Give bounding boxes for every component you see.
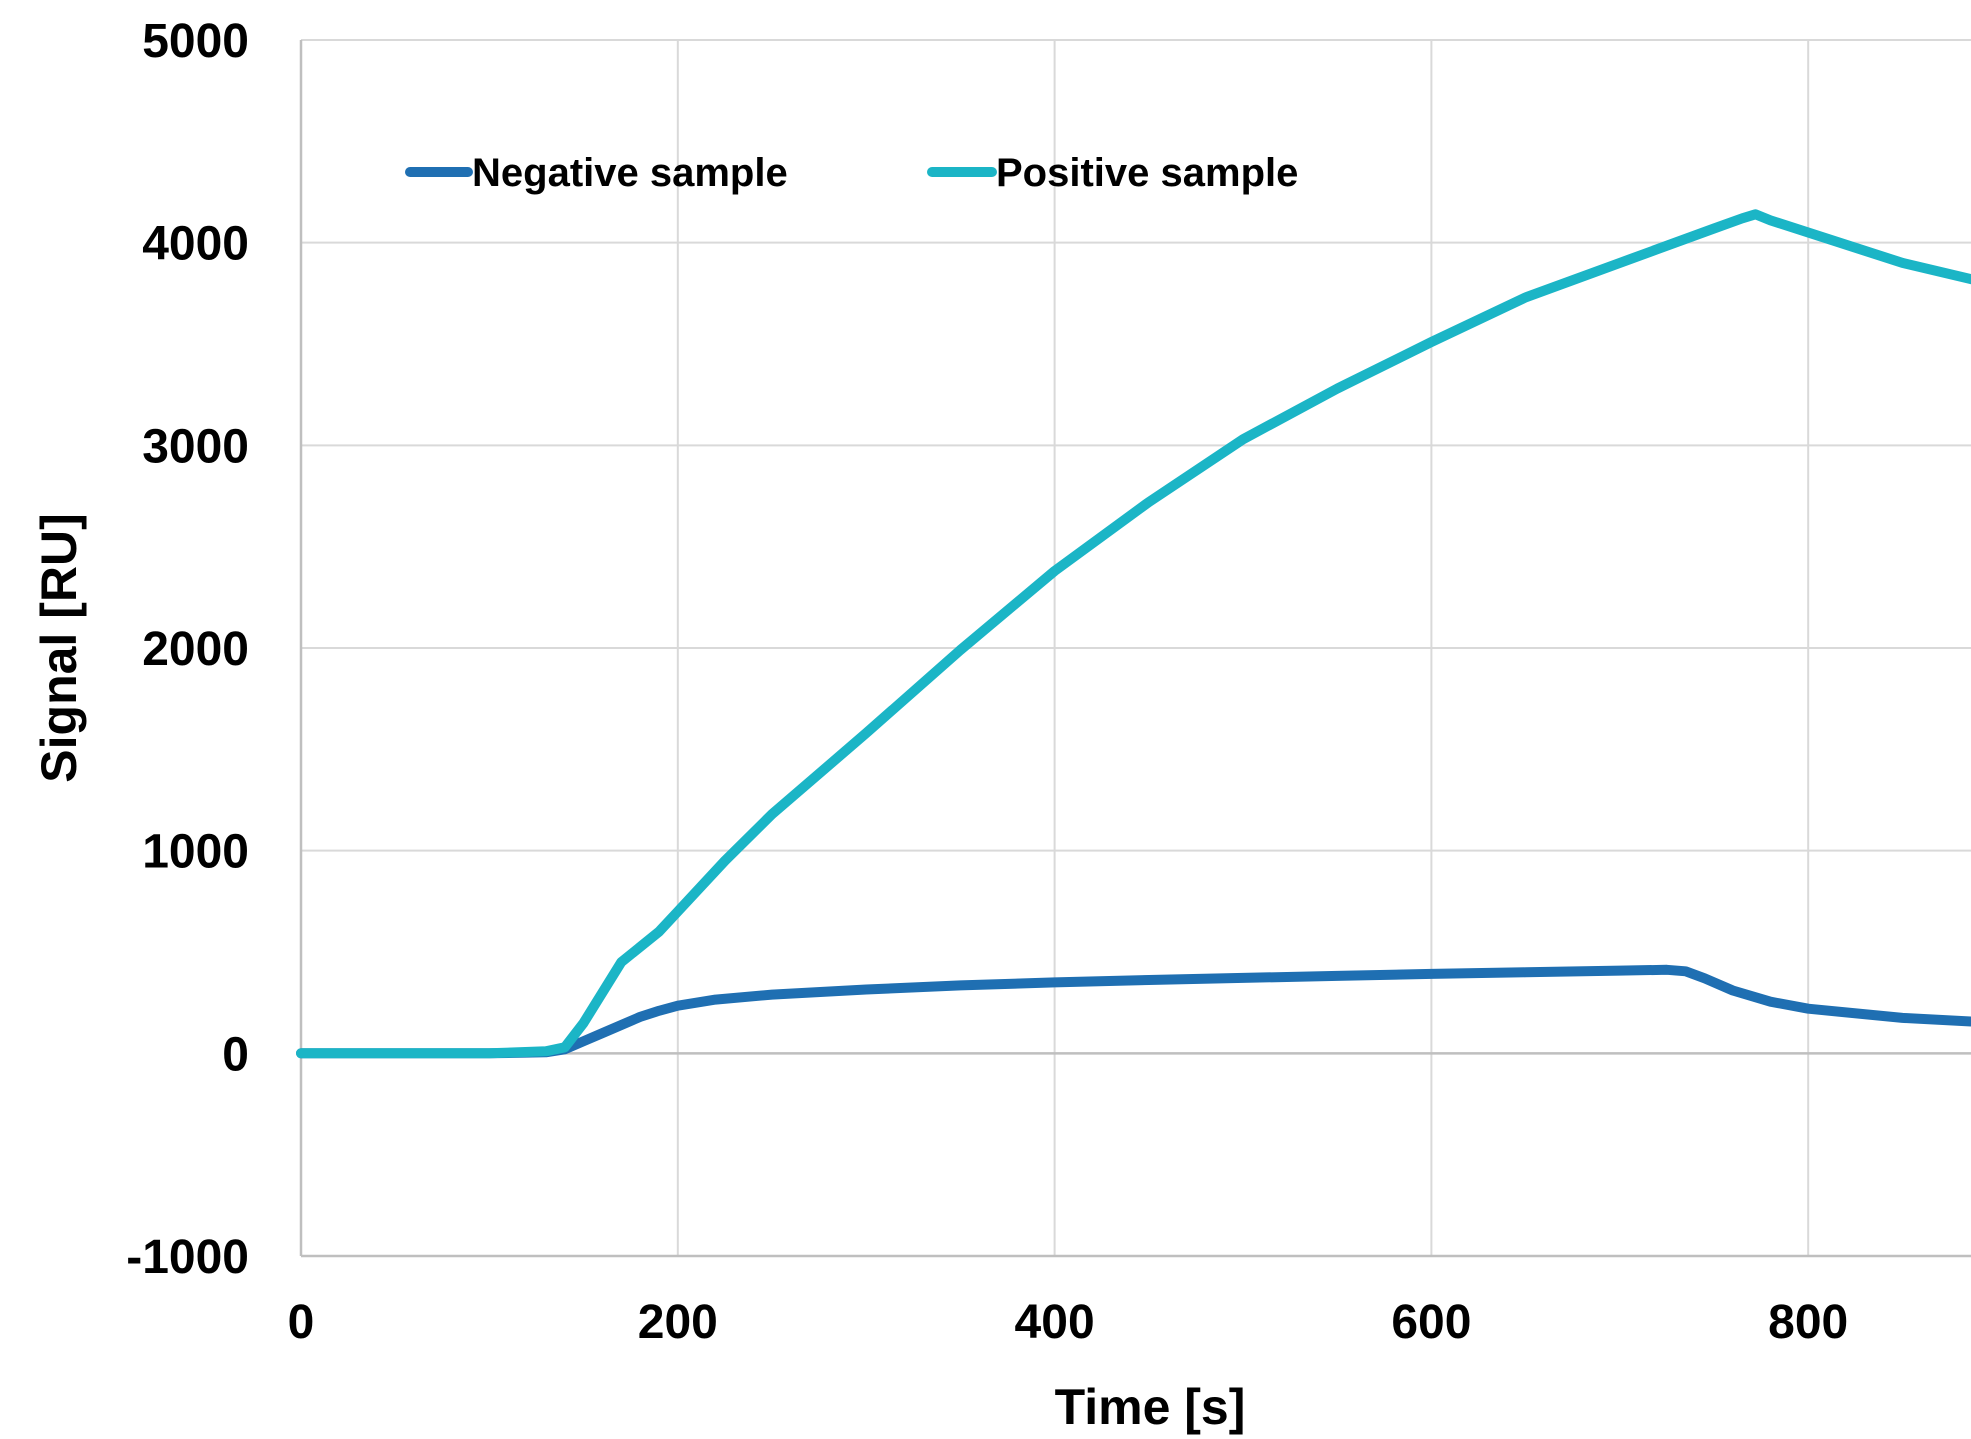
legend-label: Positive sample: [996, 151, 1298, 195]
y-tick-label: 4000: [142, 218, 249, 271]
y-tick-label: 2000: [142, 623, 249, 676]
x-tick-label: 200: [638, 1296, 718, 1349]
y-axis-title: Signal [RU]: [31, 513, 87, 782]
series-lines: [296, 209, 1971, 1059]
y-tick-labels: -1000 0 1000 2000 3000 4000 5000: [126, 15, 249, 1284]
x-tick-label: 0: [288, 1296, 315, 1349]
x-axis-title: Time [s]: [1055, 1379, 1246, 1435]
legend-label: Negative sample: [472, 151, 788, 195]
y-tick-label: 5000: [142, 15, 249, 68]
y-tick-label: -1000: [126, 1231, 249, 1284]
x-tick-label: 600: [1391, 1296, 1471, 1349]
legend: Negative sample Positive sample: [405, 151, 1298, 195]
series-line-positive-sample: [296, 209, 1971, 1059]
y-tick-label: 1000: [142, 826, 249, 879]
x-tick-label: 800: [1768, 1296, 1848, 1349]
x-tick-labels: 0 200 400 600 800: [288, 1296, 1849, 1349]
series-line-negative-sample: [296, 964, 1971, 1059]
x-tick-label: 400: [1015, 1296, 1095, 1349]
y-tick-label: 0: [222, 1028, 249, 1081]
y-tick-label: 3000: [142, 420, 249, 473]
